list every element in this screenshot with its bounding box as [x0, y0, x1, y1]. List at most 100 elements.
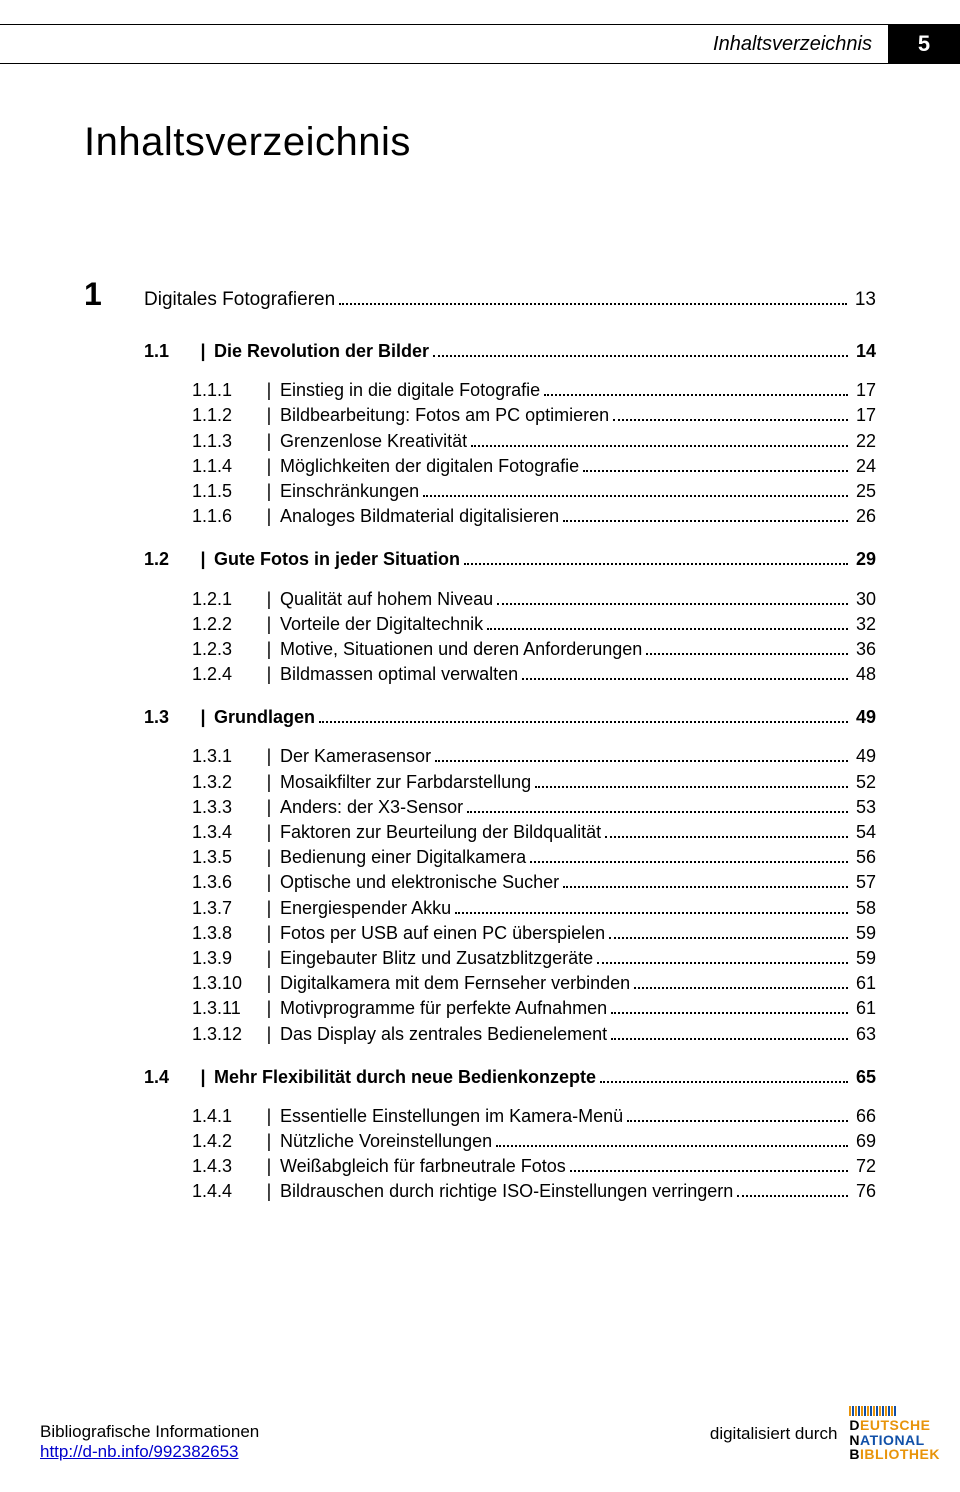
- subsection-number: 1.3.11: [192, 996, 258, 1021]
- subsection-number: 1.1.6: [192, 504, 258, 529]
- section-page: 49: [852, 705, 876, 730]
- toc-subsection-row: 1.1.2|Bildbearbeitung: Fotos am PC optim…: [192, 403, 876, 428]
- separator: |: [258, 770, 280, 795]
- footer-left: Bibliografische Informationen http://d-n…: [40, 1422, 259, 1462]
- toc-chapter-row: 1 Digitales Fotografieren 13: [84, 276, 876, 313]
- toc-section-row: 1.4|Mehr Flexibilität durch neue Bedienk…: [144, 1065, 876, 1090]
- subsection-number: 1.3.3: [192, 795, 258, 820]
- footer-right: digitalisiert durch DEUTSCHE NATIONAL BI…: [710, 1406, 940, 1462]
- footer-link[interactable]: http://d-nb.info/992382653: [40, 1442, 239, 1461]
- subsection-number: 1.3.8: [192, 921, 258, 946]
- toc-subsection-row: 1.3.8|Fotos per USB auf einen PC überspi…: [192, 921, 876, 946]
- subsection-page: 61: [852, 971, 876, 996]
- separator: |: [258, 587, 280, 612]
- subsection-page: 17: [852, 403, 876, 428]
- subsection-page: 54: [852, 820, 876, 845]
- subsection-title: Einstieg in die digitale Fotografie: [280, 378, 540, 403]
- subsection-title: Einschränkungen: [280, 479, 419, 504]
- toc-subsection-row: 1.3.5|Bedienung einer Digitalkamera 56: [192, 845, 876, 870]
- separator: |: [258, 1154, 280, 1179]
- subsection-title: Vorteile der Digitaltechnik: [280, 612, 483, 637]
- separator: |: [258, 1104, 280, 1129]
- logo-line-1: EUTSCHE: [860, 1418, 930, 1433]
- page-title: Inhaltsverzeichnis: [84, 120, 411, 165]
- separator: |: [258, 612, 280, 637]
- toc-subsection-row: 1.3.9|Eingebauter Blitz und Zusatzblitzg…: [192, 946, 876, 971]
- toc-subsection-row: 1.2.1|Qualität auf hohem Niveau30: [192, 587, 876, 612]
- subsection-number: 1.2.2: [192, 612, 258, 637]
- separator: |: [258, 971, 280, 996]
- separator: |: [192, 547, 214, 572]
- separator: |: [258, 1179, 280, 1204]
- subsection-page: 24: [852, 454, 876, 479]
- section-page: 14: [852, 339, 876, 364]
- dnb-logo: DEUTSCHE NATIONAL BIBLIOTHEK: [849, 1406, 940, 1462]
- separator: |: [258, 820, 280, 845]
- logo-line-2: ATIONAL: [860, 1433, 925, 1448]
- separator: |: [258, 1129, 280, 1154]
- subsection-title: Motivprogramme für perfekte Aufnahmen: [280, 996, 607, 1021]
- subsection-page: 59: [852, 946, 876, 971]
- separator: |: [258, 504, 280, 529]
- separator: |: [258, 429, 280, 454]
- subsection-page: 53: [852, 795, 876, 820]
- subsection-title: Bedienung einer Digitalkamera: [280, 845, 526, 870]
- subsection-title: Grenzenlose Kreativität: [280, 429, 467, 454]
- separator: |: [192, 705, 214, 730]
- subsection-page: 69: [852, 1129, 876, 1154]
- subsection-page: 22: [852, 429, 876, 454]
- subsection-page: 26: [852, 504, 876, 529]
- subsection-page: 76: [852, 1179, 876, 1204]
- subsection-number: 1.2.4: [192, 662, 258, 687]
- subsection-page: 61: [852, 996, 876, 1021]
- section-number: 1.4: [144, 1065, 192, 1090]
- header-page-number: 5: [888, 25, 960, 63]
- separator: |: [258, 896, 280, 921]
- subsection-page: 57: [852, 870, 876, 895]
- toc-content: 1 Digitales Fotografieren 13 1.1|Die Rev…: [84, 270, 876, 1205]
- separator: |: [258, 637, 280, 662]
- separator: |: [258, 662, 280, 687]
- subsection-page: 17: [852, 378, 876, 403]
- toc-subsection-row: 1.1.1|Einstieg in die digitale Fotografi…: [192, 378, 876, 403]
- section-number: 1.2: [144, 547, 192, 572]
- subsection-title: Das Display als zentrales Bedienelement: [280, 1022, 607, 1047]
- separator: |: [258, 845, 280, 870]
- subsection-title: Der Kamerasensor: [280, 744, 431, 769]
- subsection-number: 1.1.2: [192, 403, 258, 428]
- subsection-number: 1.1.4: [192, 454, 258, 479]
- chapter-number: 1: [84, 276, 144, 313]
- toc-subsection-row: 1.4.2|Nützliche Voreinstellungen69: [192, 1129, 876, 1154]
- subsection-page: 56: [852, 845, 876, 870]
- subsection-page: 30: [852, 587, 876, 612]
- separator: |: [258, 744, 280, 769]
- subsection-title: Analoges Bildmaterial digitalisieren: [280, 504, 559, 529]
- subsection-title: Anders: der X3-Sensor: [280, 795, 463, 820]
- header-label: Inhaltsverzeichnis: [713, 33, 888, 56]
- subsection-title: Bildbearbeitung: Fotos am PC optimieren: [280, 403, 609, 428]
- footer-biblio-text: Bibliografische Informationen: [40, 1422, 259, 1442]
- subsection-number: 1.4.4: [192, 1179, 258, 1204]
- separator: |: [258, 1022, 280, 1047]
- subsection-title: Digitalkamera mit dem Fernseher verbinde…: [280, 971, 630, 996]
- subsection-title: Essentielle Einstellungen im Kamera-Menü: [280, 1104, 623, 1129]
- subsection-title: Faktoren zur Beurteilung der Bildqualitä…: [280, 820, 601, 845]
- toc-subsection-row: 1.4.4|Bildrauschen durch richtige ISO-Ei…: [192, 1179, 876, 1204]
- toc-subsection-row: 1.3.3|Anders: der X3-Sensor 53: [192, 795, 876, 820]
- subsection-number: 1.3.5: [192, 845, 258, 870]
- subsection-title: Mosaikfilter zur Farbdarstellung: [280, 770, 531, 795]
- subsection-number: 1.4.2: [192, 1129, 258, 1154]
- subsection-number: 1.3.9: [192, 946, 258, 971]
- toc-subsection-row: 1.2.3|Motive, Situationen und deren Anfo…: [192, 637, 876, 662]
- toc-subsection-row: 1.3.2|Mosaikfilter zur Farbdarstellung52: [192, 770, 876, 795]
- separator: |: [258, 795, 280, 820]
- toc-subsection-row: 1.3.11|Motivprogramme für perfekte Aufna…: [192, 996, 876, 1021]
- subsection-number: 1.4.3: [192, 1154, 258, 1179]
- subsection-page: 52: [852, 770, 876, 795]
- toc-subsection-row: 1.3.1|Der Kamerasensor49: [192, 744, 876, 769]
- subsection-page: 63: [852, 1022, 876, 1047]
- subsection-page: 36: [852, 637, 876, 662]
- separator: |: [192, 1065, 214, 1090]
- separator: |: [192, 339, 214, 364]
- subsection-page: 59: [852, 921, 876, 946]
